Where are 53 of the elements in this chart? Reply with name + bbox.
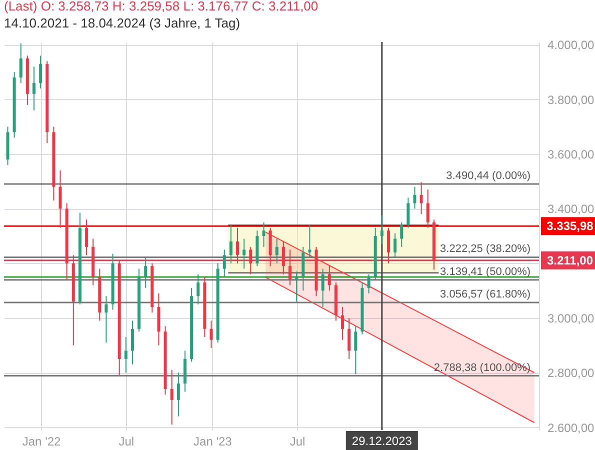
chart-subtitle: 14.10.2021 - 18.04.2024 (3 Jahre, 1 Tag) (4, 16, 240, 31)
candlestick (262, 222, 266, 248)
candlestick (144, 257, 148, 288)
candlestick (176, 372, 180, 417)
y-tick-label: 2.800,00 (548, 366, 595, 380)
candlestick (32, 66, 36, 111)
y-tick-label: 3.800,00 (548, 92, 595, 107)
candlestick (275, 238, 278, 264)
candlestick (328, 266, 331, 292)
x-tick-label: Jul (290, 434, 306, 448)
candlestick (242, 238, 246, 270)
candlestick (58, 170, 62, 228)
candlestick (308, 224, 312, 258)
y-tick-label: 3.400,00 (548, 202, 595, 216)
candlestick (400, 222, 404, 248)
chart-title: (Last) O: 3.258,73 H: 3.259,58 L: 3.176,77 C: 3.211,00 (4, 0, 318, 14)
annotation: 3.056,57 (61.80%) (440, 288, 531, 301)
candlestick (222, 249, 226, 278)
candlestick (348, 317, 351, 360)
candlestick (19, 42, 22, 84)
x-tick-label: Jan '22 (22, 434, 62, 448)
candlestick (426, 189, 430, 228)
candlestick (85, 219, 88, 256)
candlestick (295, 271, 298, 302)
ref-line-label: 3.211,00 (546, 253, 594, 268)
annotation: 3.490,44 (0.00%) (446, 170, 531, 182)
candlestick (367, 274, 370, 294)
candlestick (196, 274, 200, 305)
annotation: 3.139,41 (50.00%) (440, 266, 531, 278)
candlestick (130, 320, 134, 365)
candlestick (210, 320, 213, 349)
y-tick-label: 3.600,00 (548, 148, 595, 162)
candlestick (124, 336, 128, 374)
ref-line-label: 3.335,98 (546, 219, 594, 234)
candlestick (321, 268, 324, 308)
ref-line-label: 29.12.2023 (352, 434, 412, 448)
candlestick (420, 182, 423, 215)
candlestick (170, 369, 174, 426)
candlestick (39, 55, 42, 89)
candlestick (413, 186, 416, 210)
y-tick-label: 4.000,00 (548, 38, 595, 52)
candlestick (354, 326, 358, 374)
candlestick (394, 232, 397, 258)
candlestick (341, 306, 344, 340)
x-tick-label: Jan '23 (194, 434, 232, 448)
y-tick-label: 3.000,00 (548, 311, 595, 326)
annotation: 3.222,25 (38.20%) (440, 243, 531, 256)
x-tick-label: Jul (118, 434, 134, 448)
candlestick (406, 197, 410, 228)
candlestick (380, 215, 384, 245)
y-tick-label: 2.600,00 (548, 420, 595, 435)
candlestick (104, 296, 108, 344)
candlestick (229, 224, 232, 264)
